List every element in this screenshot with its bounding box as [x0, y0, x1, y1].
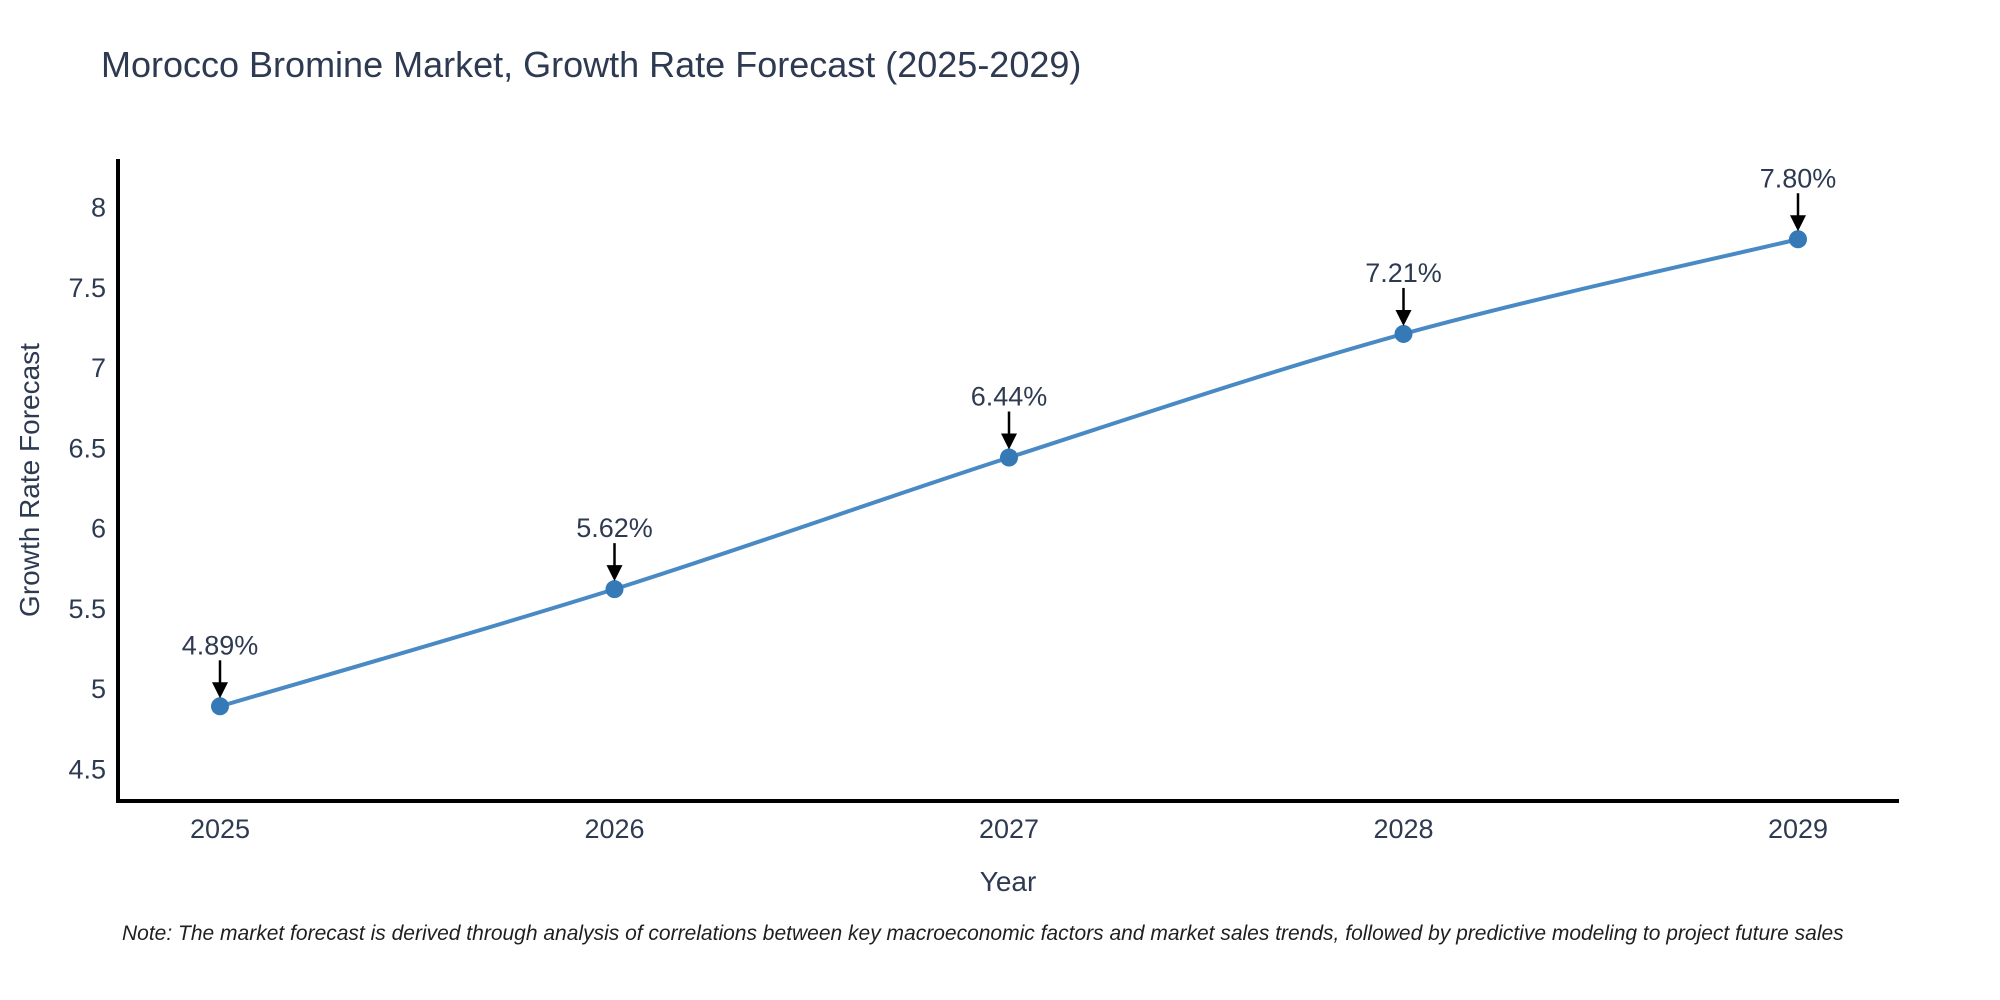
annotation-arrowhead	[1395, 309, 1412, 326]
series-line	[218, 237, 1800, 709]
x-tick-label: 2025	[190, 814, 250, 844]
y-tick-label: 8	[91, 193, 106, 223]
annotation-label: 7.80%	[1760, 163, 1837, 193]
y-tick-label: 7.5	[68, 273, 106, 303]
x-tick-label: 2026	[584, 814, 644, 844]
annotation-arrowhead	[212, 682, 228, 699]
annotation-arrowhead	[1790, 215, 1806, 232]
annotation-arrowhead	[1001, 433, 1017, 450]
footnote: Note: The market forecast is derived thr…	[122, 922, 1844, 945]
annotation-label: 4.89%	[182, 630, 259, 660]
data-point-2029[interactable]	[1789, 230, 1807, 249]
annotation-label: 6.44%	[971, 382, 1048, 412]
y-tick-label: 5.5	[68, 594, 106, 624]
y-tick-label: 5	[91, 674, 106, 704]
y-tick-label: 6	[91, 514, 106, 544]
chart-title: Morocco Bromine Market, Growth Rate Fore…	[101, 44, 1082, 85]
y-tick-label: 6.5	[68, 433, 106, 463]
annotation-label: 7.21%	[1365, 258, 1442, 288]
x-tick-label: 2028	[1373, 814, 1433, 844]
y-tick-label: 7	[91, 353, 106, 383]
data-point-2028[interactable]	[1394, 324, 1413, 343]
data-point-2026[interactable]	[605, 580, 624, 599]
x-tick-label: 2029	[1768, 814, 1828, 844]
data-point-2025[interactable]	[211, 697, 229, 716]
y-tick-label: 4.5	[68, 754, 106, 784]
x-tick-label: 2027	[979, 814, 1039, 844]
annotation-label: 5.62%	[576, 513, 653, 543]
x-axis-title: Year	[979, 866, 1037, 897]
data-point-2027[interactable]	[1000, 448, 1018, 467]
annotation-arrowhead	[606, 565, 623, 582]
